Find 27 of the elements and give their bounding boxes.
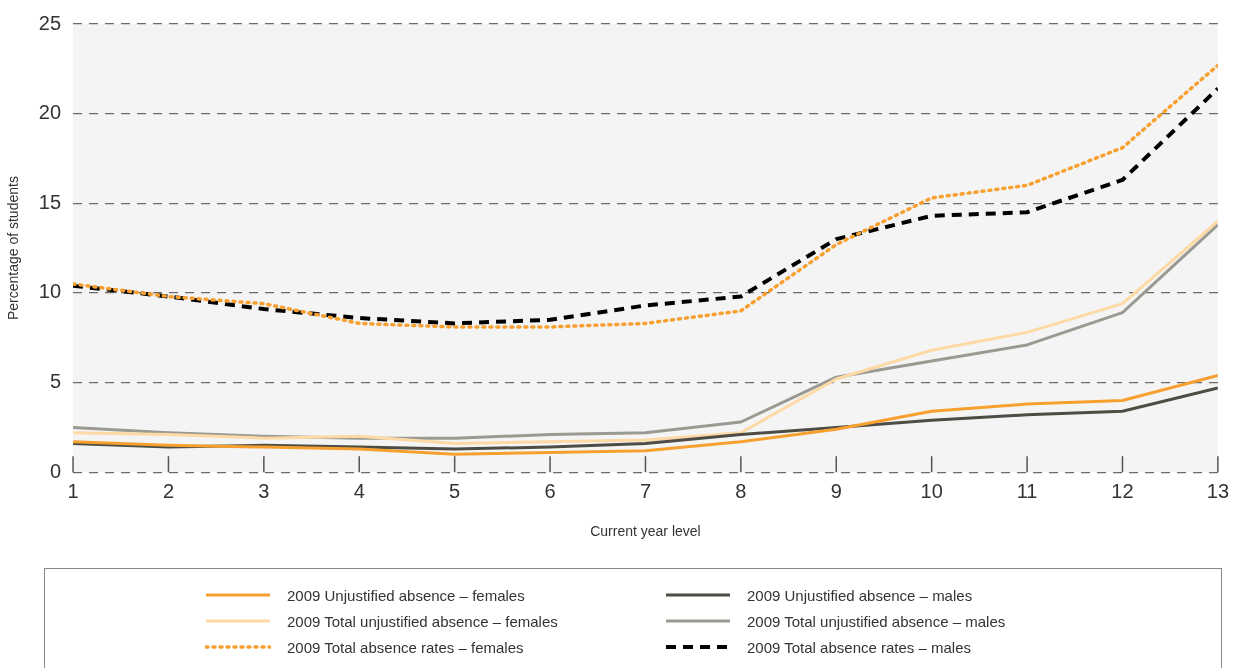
x-tick-label: 8	[735, 479, 747, 502]
y-axis-title: Percentage of students	[5, 176, 22, 321]
legend-label: 2009 Total unjustified absence – males	[747, 612, 1006, 630]
x-tick-label: 5	[449, 479, 461, 502]
legend-label: 2009 Total absence rates – females	[287, 638, 524, 656]
y-tick-label: 10	[38, 280, 62, 303]
y-tick-label: 20	[38, 101, 62, 124]
x-tick-label: 13	[1206, 479, 1229, 502]
legend-label: 2009 Total unjustified absence – females	[287, 612, 558, 630]
x-tick-label: 7	[639, 479, 652, 502]
x-tick-label: 3	[258, 479, 270, 502]
x-tick-label: 11	[1016, 479, 1038, 502]
x-tick-label: 4	[353, 479, 365, 502]
x-axis-title: Current year level	[590, 523, 701, 540]
legend-label: 2009 Total absence rates – males	[747, 638, 972, 656]
legend-label: 2009 Unjustified absence – males	[747, 586, 973, 604]
x-tick-label: 2	[162, 479, 175, 502]
legend-label: 2009 Unjustified absence – females	[287, 586, 525, 604]
y-tick-label: 25	[38, 11, 62, 34]
y-tick-label: 15	[38, 190, 62, 213]
x-tick-label: 10	[920, 479, 943, 502]
x-tick-label: 12	[1111, 479, 1134, 502]
x-tick-label: 1	[67, 479, 79, 502]
y-tick-label: 0	[49, 459, 62, 482]
y-tick-label: 5	[49, 370, 62, 393]
x-tick-label: 6	[544, 479, 556, 502]
x-tick-label: 9	[830, 479, 842, 502]
